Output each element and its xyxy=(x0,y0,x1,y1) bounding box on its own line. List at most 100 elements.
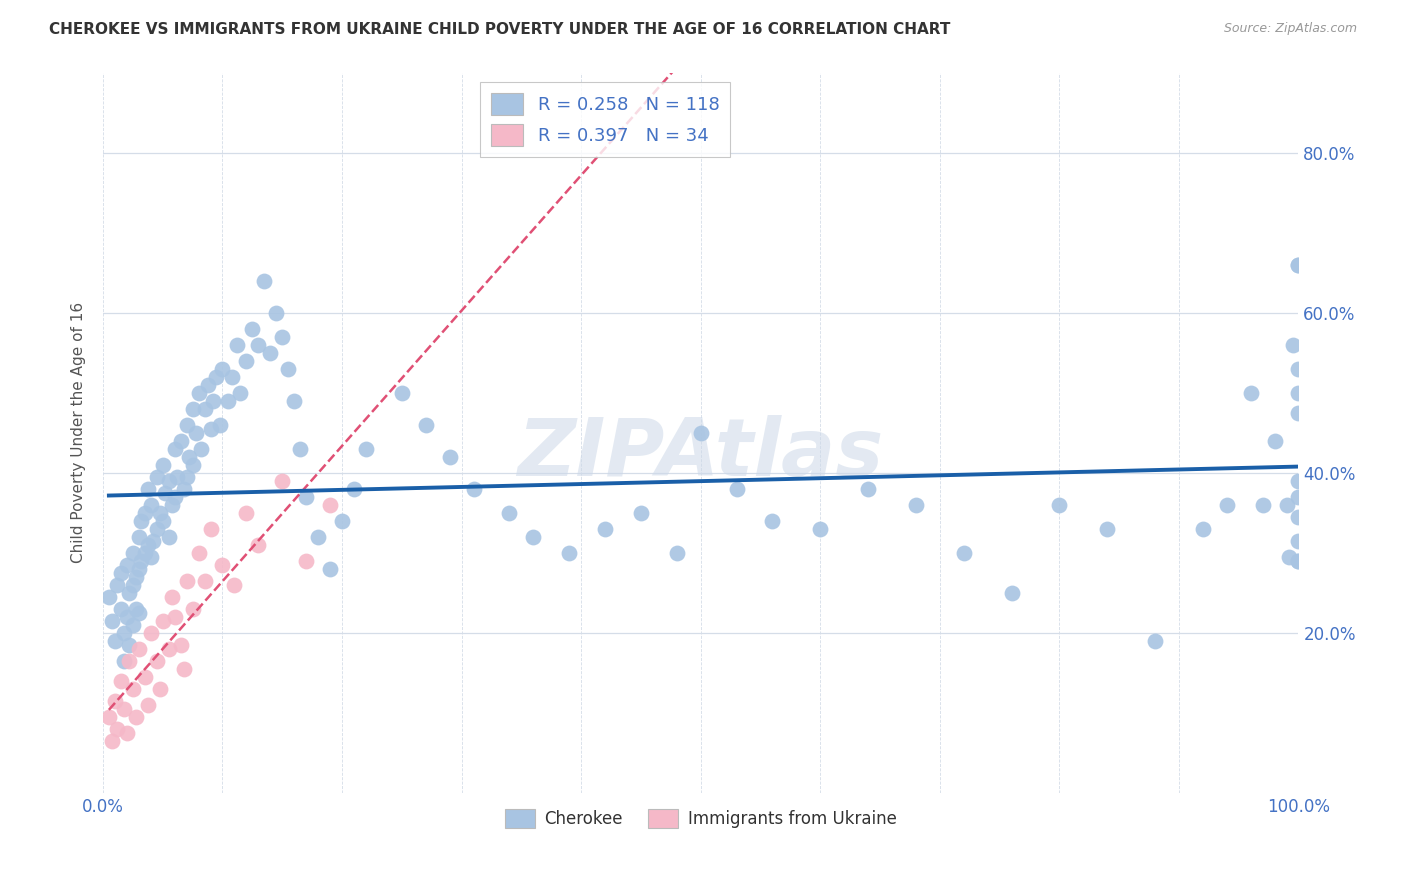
Point xyxy=(1281,338,1303,352)
Point xyxy=(173,482,195,496)
Point xyxy=(139,498,162,512)
Point xyxy=(295,490,318,504)
Point xyxy=(153,485,176,500)
Point xyxy=(1288,406,1310,420)
Point xyxy=(1251,498,1274,512)
Point xyxy=(101,614,124,628)
Point xyxy=(152,458,174,472)
Point xyxy=(129,554,152,568)
Point xyxy=(112,701,135,715)
Point xyxy=(283,393,305,408)
Point xyxy=(558,546,581,560)
Point xyxy=(105,722,128,736)
Point xyxy=(110,566,132,580)
Point xyxy=(110,673,132,688)
Point xyxy=(665,546,688,560)
Point xyxy=(522,530,544,544)
Point xyxy=(115,725,138,739)
Point xyxy=(187,385,209,400)
Point xyxy=(125,570,148,584)
Point xyxy=(121,578,143,592)
Point xyxy=(1275,498,1298,512)
Point xyxy=(138,538,160,552)
Point xyxy=(498,506,520,520)
Point xyxy=(225,338,247,352)
Point xyxy=(1288,258,1310,272)
Point xyxy=(145,654,167,668)
Point xyxy=(201,393,224,408)
Point xyxy=(149,506,172,520)
Point xyxy=(277,362,299,376)
Point xyxy=(439,450,461,464)
Point xyxy=(330,514,353,528)
Point xyxy=(166,470,188,484)
Point xyxy=(128,641,150,656)
Point xyxy=(1278,549,1301,564)
Point xyxy=(176,417,198,432)
Point xyxy=(1216,498,1239,512)
Point xyxy=(149,681,172,696)
Point xyxy=(145,470,167,484)
Point xyxy=(186,425,208,440)
Point xyxy=(193,574,215,588)
Point xyxy=(259,346,281,360)
Point xyxy=(1288,258,1310,272)
Point xyxy=(97,590,120,604)
Text: Source: ZipAtlas.com: Source: ZipAtlas.com xyxy=(1223,22,1357,36)
Point xyxy=(288,442,311,456)
Point xyxy=(128,606,150,620)
Point xyxy=(1240,385,1263,400)
Point xyxy=(128,530,150,544)
Point xyxy=(112,625,135,640)
Point xyxy=(1288,509,1310,524)
Point xyxy=(162,498,184,512)
Point xyxy=(125,601,148,615)
Point xyxy=(689,425,711,440)
Point xyxy=(157,641,180,656)
Point xyxy=(104,633,127,648)
Point xyxy=(1288,554,1310,568)
Point xyxy=(118,586,141,600)
Point xyxy=(138,698,160,712)
Point xyxy=(271,330,294,344)
Point xyxy=(904,498,927,512)
Point xyxy=(97,709,120,723)
Point xyxy=(142,533,165,548)
Point xyxy=(1095,522,1118,536)
Point xyxy=(193,401,215,416)
Point xyxy=(224,578,246,592)
Point xyxy=(253,274,276,288)
Point xyxy=(104,694,127,708)
Point xyxy=(121,617,143,632)
Point xyxy=(235,354,257,368)
Point xyxy=(247,538,270,552)
Y-axis label: Child Poverty Under the Age of 16: Child Poverty Under the Age of 16 xyxy=(72,302,86,564)
Point xyxy=(163,609,186,624)
Point xyxy=(101,733,124,747)
Point xyxy=(115,609,138,624)
Point xyxy=(1047,498,1070,512)
Point xyxy=(138,482,160,496)
Point xyxy=(415,417,437,432)
Point xyxy=(354,442,377,456)
Point xyxy=(205,369,228,384)
Point xyxy=(110,601,132,615)
Point xyxy=(112,654,135,668)
Point xyxy=(271,474,294,488)
Point xyxy=(391,385,413,400)
Legend: Cherokee, Immigrants from Ukraine: Cherokee, Immigrants from Ukraine xyxy=(498,803,904,835)
Point xyxy=(319,562,342,576)
Point xyxy=(152,614,174,628)
Point xyxy=(952,546,974,560)
Point xyxy=(181,401,204,416)
Point xyxy=(200,422,222,436)
Point xyxy=(134,670,156,684)
Point xyxy=(134,506,156,520)
Point xyxy=(209,417,232,432)
Point xyxy=(593,522,616,536)
Point xyxy=(169,638,191,652)
Point xyxy=(221,369,243,384)
Point xyxy=(115,558,138,572)
Point xyxy=(162,590,184,604)
Point xyxy=(463,482,485,496)
